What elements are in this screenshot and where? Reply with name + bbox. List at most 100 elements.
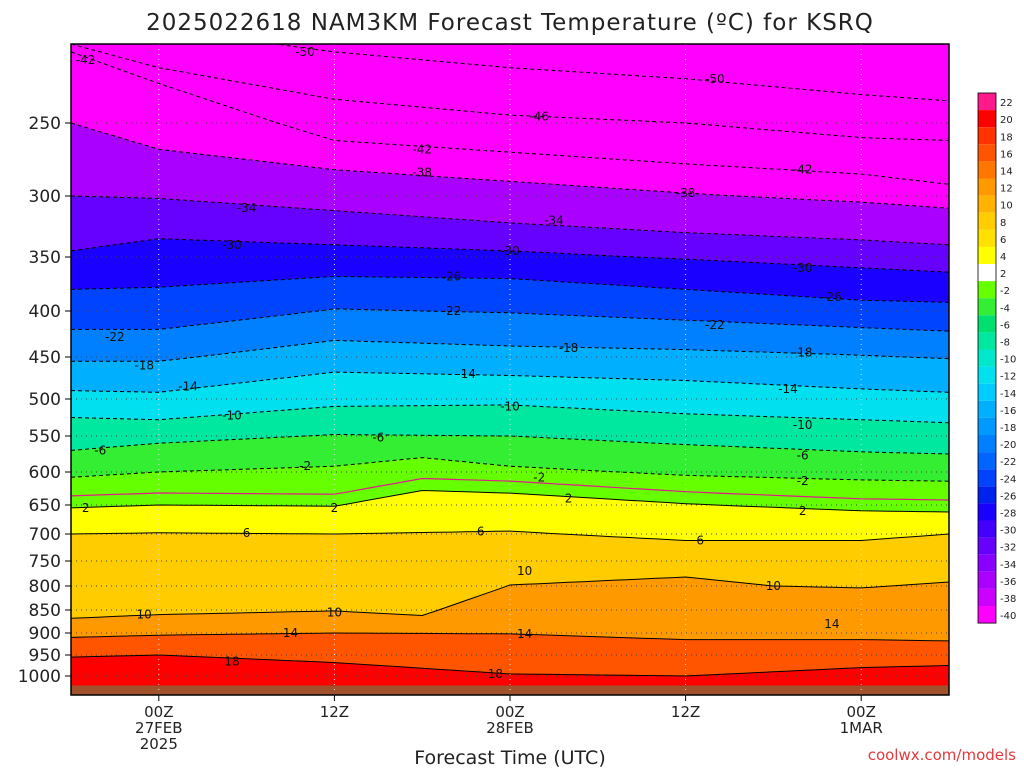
colorbar-swatch--12: [978, 366, 996, 384]
y-tick-label-300: 300: [29, 187, 61, 207]
colorbar-swatch-2: [978, 264, 996, 282]
y-tick-label-700: 700: [29, 525, 61, 545]
chart-title: 2025022618 NAM3KM Forecast Temperature (…: [146, 10, 874, 36]
colorbar-swatch--16: [978, 400, 996, 418]
contour-label--42-2: -42: [793, 163, 813, 177]
colorbar-label-2: 2: [1000, 269, 1006, 280]
colorbar-label--20: -20: [1000, 440, 1016, 451]
colorbar-label--38: -38: [1000, 594, 1016, 605]
contour-label--2-0: -2: [299, 459, 311, 473]
x-axis-label: Forecast Time (UTC): [414, 747, 605, 768]
contour-label-14-2: 14: [824, 617, 839, 631]
colorbar-label--28: -28: [1000, 509, 1016, 520]
colorbar-swatch--28: [978, 503, 996, 521]
contour-label-14-0: 14: [283, 626, 298, 640]
contour-2: [71, 489, 949, 513]
y-tick-label-350: 350: [29, 248, 61, 268]
colorbar-swatch-20: [978, 110, 996, 128]
contour-label-18-0: 18: [224, 654, 239, 668]
colorbar-label-10: 10: [1000, 201, 1013, 212]
colorbar-swatch--6: [978, 315, 996, 333]
contour-6: [71, 530, 949, 541]
contour-label--30-0: -30: [222, 238, 242, 252]
y-tick-label-650: 650: [29, 496, 61, 516]
colorbar-label--12: -12: [1000, 372, 1016, 383]
colorbar-label-8: 8: [1000, 218, 1006, 229]
colorbar-swatch--18: [978, 417, 996, 435]
colorbar-label--8: -8: [1000, 338, 1010, 349]
x-tick-label-24-0: 00Z: [495, 703, 524, 721]
contour-label-10-3: 10: [766, 579, 781, 593]
colorbar-swatch--8: [978, 332, 996, 350]
y-tick-label-900: 900: [29, 624, 61, 644]
y-tick-label-400: 400: [29, 302, 61, 322]
colorbar-label--24: -24: [1000, 474, 1016, 485]
colorbar-frame: [977, 92, 997, 624]
colorbar-label-6: 6: [1000, 235, 1006, 246]
contour-label--50-0: -50: [295, 45, 315, 59]
contour-label--42-0: -42: [76, 53, 96, 67]
contour-label-2-2: 2: [565, 491, 573, 505]
y-tick-label-250: 250: [29, 114, 61, 134]
colorbar-swatch--4: [978, 298, 996, 316]
contour-label-2-0: 2: [82, 501, 90, 515]
colorbar-swatch--40: [978, 606, 996, 624]
grid-lines: [71, 44, 949, 695]
contour-label--42-1: -42: [412, 142, 432, 156]
contour-label-10-2: 10: [517, 564, 532, 578]
contour-label-2-1: 2: [331, 501, 339, 515]
y-tick-label-450: 450: [29, 348, 61, 368]
contour-label-14-1: 14: [517, 627, 532, 641]
y-tick-label-950: 950: [29, 646, 61, 666]
y-tick-label-850: 850: [29, 601, 61, 621]
contour-label-2-3: 2: [799, 504, 807, 518]
contour-label--30-2: -30: [793, 261, 813, 275]
ground-band: [71, 685, 949, 695]
x-tick-label-0-1: 27FEB: [135, 719, 182, 737]
x-tick-label-36-0: 12Z: [671, 703, 700, 721]
colorbar-label--4: -4: [1000, 303, 1010, 314]
colorbar-swatch-22: [978, 93, 996, 111]
colorbar-swatch--32: [978, 537, 996, 555]
colorbar-swatch--2: [978, 281, 996, 299]
credit-link[interactable]: coolwx.com/models: [868, 746, 1016, 764]
colorbar-label--18: -18: [1000, 423, 1016, 434]
colorbar-swatch-18: [978, 127, 996, 145]
colorbar-swatch--22: [978, 452, 996, 470]
contour-label--26-1: -26: [822, 290, 842, 304]
contour-label--6-0: -6: [94, 443, 106, 457]
contour-label--18-0: -18: [134, 358, 154, 372]
x-tick-label-48-0: 00Z: [847, 703, 876, 721]
contour-label--2-1: -2: [533, 470, 545, 484]
contour-label-10-1: 10: [327, 605, 342, 619]
colorbar-swatch-8: [978, 212, 996, 230]
contour-label--34-1: -34: [544, 213, 564, 227]
y-tick-label-750: 750: [29, 552, 61, 572]
colorbar-swatch-6: [978, 229, 996, 247]
contour-label--10-0: -10: [222, 408, 242, 422]
colorbar-swatch--30: [978, 520, 996, 538]
temperature-fill: [71, 44, 949, 695]
colorbar-swatch-14: [978, 161, 996, 179]
colorbar-label--32: -32: [1000, 543, 1016, 554]
contour-label--6-1: -6: [372, 430, 384, 444]
contour--38: [71, 122, 949, 209]
colorbar-label--10: -10: [1000, 355, 1016, 366]
colorbar-label--22: -22: [1000, 457, 1016, 468]
contour-label--38-1: -38: [676, 186, 696, 200]
y-tick-label-1000: 1000: [18, 667, 61, 687]
contour-label--18-2: -18: [793, 345, 813, 359]
colorbar-label--40: -40: [1000, 611, 1016, 622]
contour-label--38-0: -38: [412, 166, 432, 180]
colorbar-swatch-10: [978, 195, 996, 213]
contour-label--22-2: -22: [705, 318, 725, 332]
contour-label--10-1: -10: [500, 399, 520, 413]
colorbar-swatch--20: [978, 435, 996, 453]
contour-10: [71, 576, 949, 619]
contour-label--50-1: -50: [705, 72, 725, 86]
contour--30: [71, 238, 949, 273]
contour-label--18-1: -18: [559, 341, 579, 355]
contour-label--30-1: -30: [500, 244, 520, 258]
y-tick-label-550: 550: [29, 427, 61, 447]
